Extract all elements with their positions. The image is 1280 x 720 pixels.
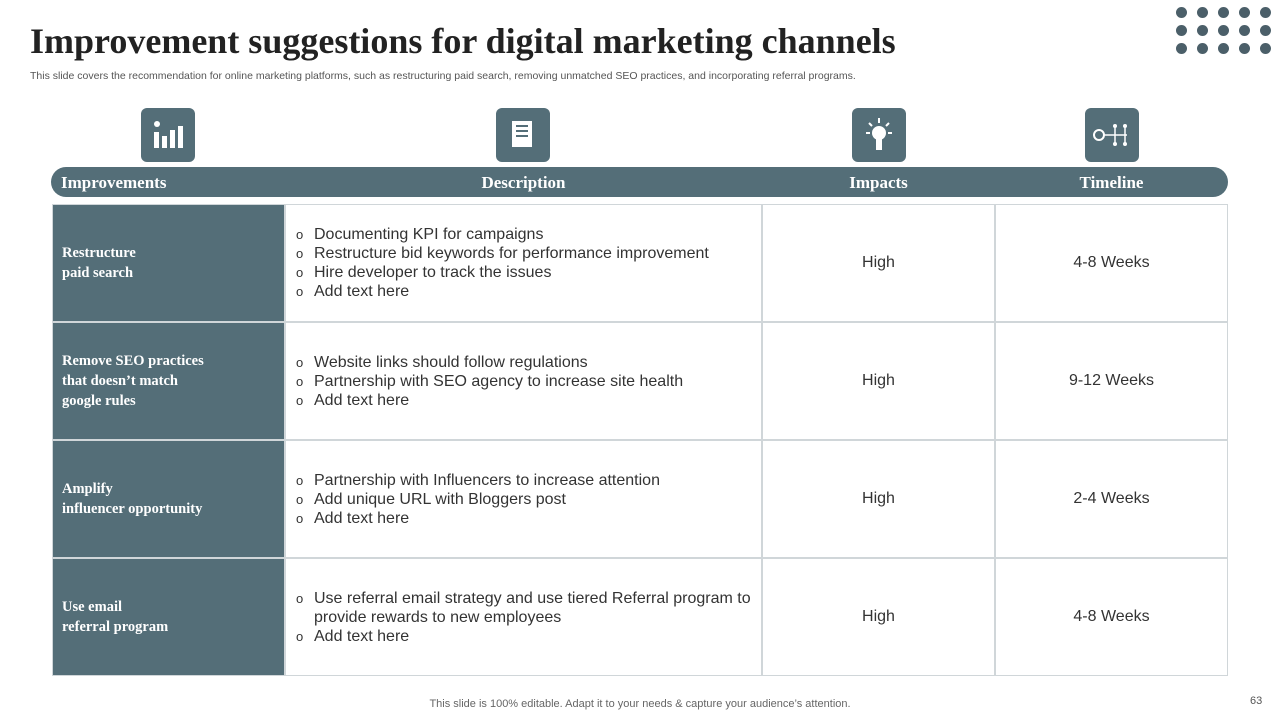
subtitle: This slide covers the recommendation for… — [30, 70, 856, 82]
decor-dot — [1197, 25, 1208, 36]
description-cell: Documenting KPI for campaignsRestructure… — [285, 204, 762, 322]
timeline-text: 9-12 Weeks — [1068, 372, 1155, 389]
decor-dot — [1218, 43, 1229, 54]
description-item: Add unique URL with Bloggers post — [296, 490, 660, 509]
description-list: Partnership with Influencers to increase… — [286, 471, 670, 528]
decor-dot — [1239, 25, 1250, 36]
improvement-cell: Amplify influencer opportunity — [52, 440, 285, 558]
description-cell: Partnership with Influencers to increase… — [285, 440, 762, 558]
improvement-line: Remove SEO practices — [62, 353, 204, 369]
impact-text: High — [862, 608, 895, 625]
description-item: Hire developer to track the issues — [296, 263, 709, 282]
improvement-text: Restructure paid search — [62, 243, 136, 283]
description-item: Partnership with SEO agency to increase … — [296, 372, 683, 391]
icon-timeline — [1085, 108, 1139, 162]
description-item: Add text here — [296, 391, 683, 410]
description-item: Partnership with Influencers to increase… — [296, 471, 660, 490]
improvement-line: referral program — [62, 619, 169, 635]
description-item: Add text here — [296, 282, 709, 301]
icon-document — [496, 108, 550, 162]
icon-idea — [852, 108, 906, 162]
decor-dot — [1218, 7, 1229, 18]
improvement-line: influencer opportunity — [62, 501, 203, 517]
timeline-cell: 2-4 Weeks — [995, 440, 1228, 558]
description-list: Documenting KPI for campaignsRestructure… — [286, 225, 719, 301]
description-item: Documenting KPI for campaigns — [296, 225, 709, 244]
decor-dot — [1176, 43, 1187, 54]
improvement-text: Remove SEO practices that doesn’t match go… — [62, 351, 204, 411]
description-list: Use referral email strategy and use tier… — [286, 589, 761, 646]
impact-cell: High — [762, 558, 995, 676]
decor-dot — [1260, 43, 1271, 54]
title: Improvement suggestions for digital mark… — [30, 21, 896, 61]
improvement-line: that doesn’t match — [62, 373, 178, 389]
description-item: Add text here — [296, 627, 751, 646]
description-list: Website links should follow regulationsP… — [286, 353, 693, 410]
improvement-line: paid search — [62, 265, 134, 281]
description-cell: Website links should follow regulationsP… — [285, 322, 762, 440]
impact-cell: High — [762, 204, 995, 322]
timeline-cell: 4-8 Weeks — [995, 558, 1228, 676]
decor-dot — [1260, 25, 1271, 36]
timeline-cell: 4-8 Weeks — [995, 204, 1228, 322]
decor-dot — [1197, 7, 1208, 18]
decor-dot — [1239, 7, 1250, 18]
column-header: Improvements — [61, 173, 167, 192]
improvement-line: Amplify — [62, 481, 113, 497]
improvement-text: Use email referral program — [62, 597, 168, 637]
improvement-line: google rules — [62, 393, 136, 409]
timeline-text: 2-4 Weeks — [1073, 490, 1150, 507]
decor-dot — [1218, 25, 1229, 36]
column-header: Impacts — [849, 173, 908, 192]
improvement-cell: Restructure paid search — [52, 204, 285, 322]
improvement-cell: Remove SEO practices that doesn’t match go… — [52, 322, 285, 440]
impact-cell: High — [762, 322, 995, 440]
improvement-text: Amplify influencer opportunity — [62, 479, 202, 519]
impact-text: High — [862, 372, 895, 389]
footer-note: This slide is 100% editable. Adapt it to… — [429, 698, 851, 710]
decor-dot — [1260, 7, 1271, 18]
timeline-cell: 9-12 Weeks — [995, 322, 1228, 440]
impact-text: High — [862, 254, 895, 271]
icon-chart — [141, 108, 195, 162]
timeline-text: 4-8 Weeks — [1073, 608, 1150, 625]
description-item: Use referral email strategy and use tier… — [296, 589, 751, 627]
decor-dot — [1176, 25, 1187, 36]
description-item: Add text here — [296, 509, 660, 528]
decor-dot — [1197, 43, 1208, 54]
improvement-line: Restructure — [62, 245, 136, 261]
column-header: Timeline — [1079, 173, 1144, 192]
timeline-text: 4-8 Weeks — [1073, 254, 1150, 271]
impact-cell: High — [762, 440, 995, 558]
decor-dot — [1239, 43, 1250, 54]
header-bar — [51, 167, 1228, 197]
description-item: Restructure bid keywords for performance… — [296, 244, 709, 263]
description-cell: Use referral email strategy and use tier… — [285, 558, 762, 676]
improvement-line: Use email — [62, 599, 122, 615]
impact-text: High — [862, 490, 895, 507]
column-header: Description — [481, 173, 566, 192]
decor-dot — [1176, 7, 1187, 18]
description-item: Website links should follow regulations — [296, 353, 683, 372]
improvement-cell: Use email referral program — [52, 558, 285, 676]
page-number: 63 — [1250, 695, 1263, 707]
